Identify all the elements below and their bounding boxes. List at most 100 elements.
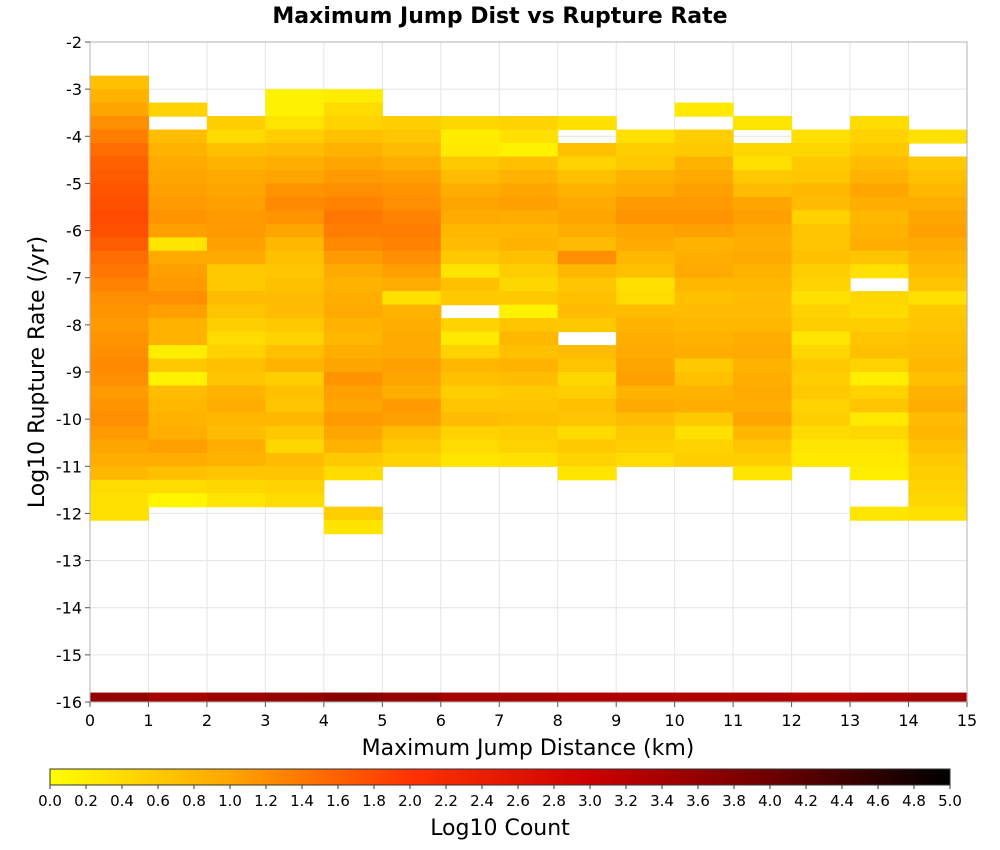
heatmap-cell bbox=[908, 385, 968, 400]
heatmap-cell bbox=[382, 358, 442, 373]
heatmap-cell bbox=[733, 466, 793, 481]
x-axis-ticks: 0 1 2 3 4 5 6 7 8 9 10 11 12 13 14 15 bbox=[85, 702, 977, 730]
heatmap-cell bbox=[733, 291, 793, 306]
colorbar-tick-label: 0.4 bbox=[110, 792, 134, 810]
colorbar-tick-label: 4.8 bbox=[902, 792, 926, 810]
heatmap-cell bbox=[206, 156, 266, 171]
heatmap-cell bbox=[440, 264, 500, 279]
colorbar-tick-label: 2.2 bbox=[434, 792, 458, 810]
heatmap-cell bbox=[323, 210, 383, 225]
heatmap-cell bbox=[850, 466, 910, 481]
heatmap-cell bbox=[733, 156, 793, 171]
heatmap-cell bbox=[323, 291, 383, 306]
heatmap-cell bbox=[908, 210, 968, 225]
y-axis-ticks: -2 -3 -4 -5 -6 -7 -8 -9 -10 -11 -12 -13 -14 -15 -16 bbox=[56, 33, 90, 712]
colorbar-tick-label: 4.2 bbox=[794, 792, 818, 810]
heatmap-cell bbox=[148, 277, 208, 292]
heatmap-cell bbox=[148, 102, 208, 117]
heatmap-cell bbox=[206, 412, 266, 427]
heatmap-cell bbox=[440, 371, 500, 387]
colorbar-tick-label: 1.0 bbox=[218, 792, 242, 810]
heatmap-cell bbox=[616, 129, 676, 144]
heatmap-cell bbox=[206, 210, 266, 225]
heatmap-cell bbox=[265, 291, 325, 306]
heatmap-cell bbox=[265, 102, 325, 117]
heatmap-cell bbox=[148, 425, 208, 440]
heatmap-cell bbox=[206, 358, 266, 373]
heatmap-cell bbox=[382, 277, 442, 292]
heatmap-cell bbox=[265, 264, 325, 279]
heatmap-cell bbox=[206, 129, 266, 144]
heatmap-cell bbox=[148, 210, 208, 225]
heatmap-cell bbox=[499, 358, 559, 373]
heatmap-cell bbox=[674, 156, 734, 171]
heatmap-cell bbox=[323, 371, 383, 387]
heatmap-cell bbox=[674, 129, 734, 144]
heatmap-cell bbox=[850, 156, 910, 171]
heatmap-cell bbox=[850, 129, 910, 144]
heatmap-cell bbox=[616, 412, 676, 427]
heatmap-cell bbox=[382, 223, 442, 238]
heatmap-cell bbox=[908, 277, 968, 292]
heatmap-cell bbox=[382, 371, 442, 387]
heatmap-cell bbox=[499, 425, 559, 440]
heatmap-cell bbox=[440, 116, 500, 131]
heatmap-cell bbox=[440, 318, 500, 333]
heatmap-cell bbox=[323, 129, 383, 144]
heatmap-cell bbox=[499, 116, 559, 131]
heatmap-cell bbox=[908, 452, 968, 467]
heatmap-cell bbox=[148, 385, 208, 400]
heatmap-cell bbox=[733, 250, 793, 265]
heatmap-cell bbox=[265, 183, 325, 198]
heatmap-cell bbox=[323, 89, 383, 104]
heatmap-cell bbox=[557, 318, 617, 333]
heatmap-cell bbox=[265, 196, 325, 211]
heatmap-cell bbox=[908, 479, 968, 494]
heatmap-cell bbox=[206, 304, 266, 319]
heatmap-cell bbox=[499, 223, 559, 238]
heatmap-cell bbox=[616, 385, 676, 400]
heatmap-cell bbox=[616, 156, 676, 171]
heatmap-cell bbox=[557, 466, 617, 481]
heatmap-cell bbox=[850, 250, 910, 265]
x-tick-label: 12 bbox=[781, 711, 801, 730]
heatmap-cell bbox=[148, 318, 208, 333]
heatmap-cell bbox=[206, 264, 266, 279]
heatmap-cell bbox=[616, 196, 676, 211]
heatmap-cell bbox=[323, 520, 383, 535]
x-tick-label: 15 bbox=[957, 711, 977, 730]
heatmap-cell bbox=[265, 371, 325, 387]
heatmap-cell bbox=[908, 250, 968, 265]
heatmap-cell bbox=[557, 385, 617, 400]
heatmap-cell bbox=[557, 358, 617, 373]
heatmap-cell bbox=[557, 183, 617, 198]
heatmap-cell bbox=[908, 412, 968, 427]
heatmap-cell bbox=[440, 331, 500, 346]
heatmap-cell bbox=[148, 291, 208, 306]
heatmap-cell bbox=[382, 452, 442, 467]
heatmap-cell bbox=[616, 452, 676, 467]
heatmap-cell bbox=[908, 371, 968, 387]
heatmap-cell bbox=[791, 452, 851, 467]
heatmap-cell bbox=[733, 412, 793, 427]
x-tick-label: 5 bbox=[377, 711, 387, 730]
heatmap-cell bbox=[206, 331, 266, 346]
heatmap-cell bbox=[499, 250, 559, 265]
heatmap-cell bbox=[908, 291, 968, 306]
heatmap-cell bbox=[499, 439, 559, 454]
x-tick-label: 7 bbox=[494, 711, 504, 730]
heatmap-cell bbox=[791, 277, 851, 292]
heatmap-cell bbox=[733, 183, 793, 198]
heatmap-cell bbox=[382, 264, 442, 279]
heatmap-cell bbox=[440, 223, 500, 238]
heatmap-cell bbox=[148, 479, 208, 494]
heatmap-cell bbox=[323, 412, 383, 427]
y-tick-label: -16 bbox=[56, 693, 82, 712]
heatmap-cell bbox=[148, 331, 208, 346]
heatmap-cell bbox=[265, 398, 325, 413]
heatmap-cell bbox=[674, 237, 734, 252]
heatmap-cell bbox=[265, 358, 325, 373]
heatmap-cell bbox=[908, 318, 968, 333]
heatmap-cell bbox=[908, 358, 968, 373]
heatmap-cell bbox=[557, 264, 617, 279]
